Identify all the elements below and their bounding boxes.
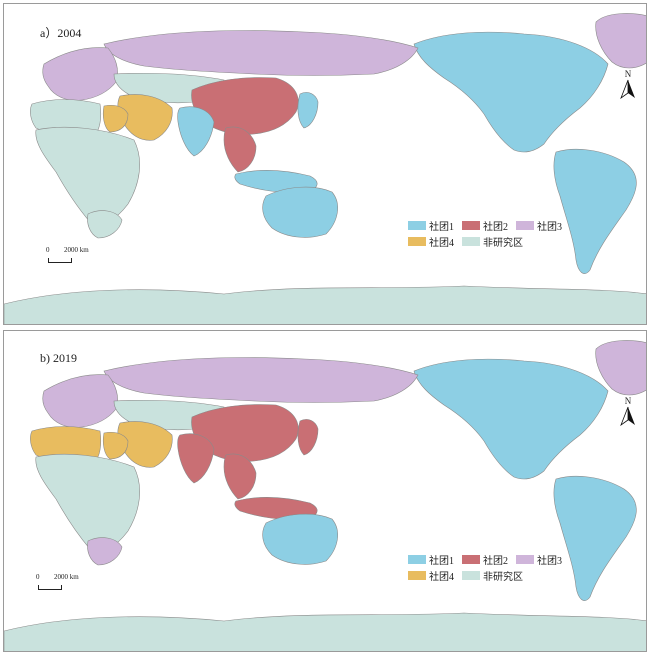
region-south-africa xyxy=(87,537,123,566)
region-egypt xyxy=(102,431,129,460)
region-australia xyxy=(262,513,338,565)
legend-swatch xyxy=(408,554,426,564)
region-india xyxy=(177,433,215,484)
region-americas xyxy=(413,31,609,153)
panel-title: a）2004 xyxy=(40,26,82,40)
scale-bar: 0 2000 km xyxy=(46,246,106,272)
map-panel-2004: a）2004 N 0 2000 km 社团1 社团2 社团3 社团4 非研究区 xyxy=(3,3,647,325)
legend-label: 社团1 xyxy=(429,221,454,233)
north-arrow-icon xyxy=(620,79,635,100)
legend-label: 社团1 xyxy=(429,555,454,567)
region-southeast-asia xyxy=(223,453,257,500)
region-africa xyxy=(35,126,140,225)
scale-distance: 2000 km xyxy=(64,246,89,254)
legend-swatch xyxy=(462,220,480,230)
region-australia xyxy=(262,186,338,238)
world-map xyxy=(4,13,646,324)
region-south-africa xyxy=(87,210,123,239)
scale-zero: 0 xyxy=(46,246,50,254)
legend-swatch xyxy=(462,570,480,580)
scale-line xyxy=(48,258,72,263)
legend-item-none: 非研究区 xyxy=(462,568,523,583)
region-greenland xyxy=(595,13,646,69)
scale-zero: 0 xyxy=(36,573,40,581)
north-label: N xyxy=(624,69,632,79)
region-india xyxy=(177,106,215,157)
legend-swatch xyxy=(462,554,480,564)
legend-label: 社团2 xyxy=(483,221,508,233)
legend: 社团1 社团2 社团3 社团4 非研究区 xyxy=(408,217,568,249)
map-regions xyxy=(4,340,646,651)
map-panel-2019: b) 2019 N 0 2000 km 社团1 社团2 社团3 社团4 非研究区 xyxy=(3,330,647,652)
world-map xyxy=(4,340,646,651)
legend-item-c3: 社团3 xyxy=(516,552,562,567)
region-southeast-asia xyxy=(223,126,257,173)
region-korea-japan xyxy=(297,419,319,456)
legend-label: 社团3 xyxy=(537,221,562,233)
legend-swatch xyxy=(408,220,426,230)
legend-label: 非研究区 xyxy=(483,571,523,583)
region-egypt xyxy=(102,104,129,133)
region-greenland xyxy=(595,340,646,396)
legend-swatch xyxy=(408,236,426,246)
legend-label: 非研究区 xyxy=(483,237,523,249)
region-antarctica xyxy=(4,612,646,651)
north-arrow: N xyxy=(618,70,638,104)
region-russia xyxy=(103,357,419,403)
legend-label: 社团4 xyxy=(429,237,454,249)
legend-item-none: 非研究区 xyxy=(462,234,523,249)
legend-swatch xyxy=(516,220,534,230)
region-russia xyxy=(103,30,419,76)
legend-item-c1: 社团1 xyxy=(408,218,454,233)
region-south-america xyxy=(553,475,637,601)
legend-item-c4: 社团4 xyxy=(408,234,454,249)
legend-item-c2: 社团2 xyxy=(462,218,508,233)
legend-swatch xyxy=(516,554,534,564)
legend-label: 社团3 xyxy=(537,555,562,567)
scale-distance: 2000 km xyxy=(54,573,79,581)
legend-item-c3: 社团3 xyxy=(516,218,562,233)
region-europe xyxy=(42,374,118,428)
legend-swatch xyxy=(408,570,426,580)
region-africa xyxy=(35,453,140,552)
map-regions xyxy=(4,13,646,324)
legend-label: 社团4 xyxy=(429,571,454,583)
legend-swatch xyxy=(462,236,480,246)
north-label: N xyxy=(624,396,632,406)
panel-title: b) 2019 xyxy=(40,351,77,365)
region-south-america xyxy=(553,148,637,274)
legend-item-c2: 社团2 xyxy=(462,552,508,567)
legend-label: 社团2 xyxy=(483,555,508,567)
scale-line xyxy=(38,585,62,590)
legend: 社团1 社团2 社团3 社团4 非研究区 xyxy=(408,551,568,583)
region-americas xyxy=(413,358,609,480)
scale-bar: 0 2000 km xyxy=(36,573,96,599)
legend-item-c1: 社团1 xyxy=(408,552,454,567)
region-korea-japan xyxy=(297,92,319,129)
legend-item-c4: 社团4 xyxy=(408,568,454,583)
region-antarctica xyxy=(4,285,646,324)
north-arrow: N xyxy=(618,397,638,431)
north-arrow-icon xyxy=(620,406,635,427)
region-europe xyxy=(42,47,118,101)
